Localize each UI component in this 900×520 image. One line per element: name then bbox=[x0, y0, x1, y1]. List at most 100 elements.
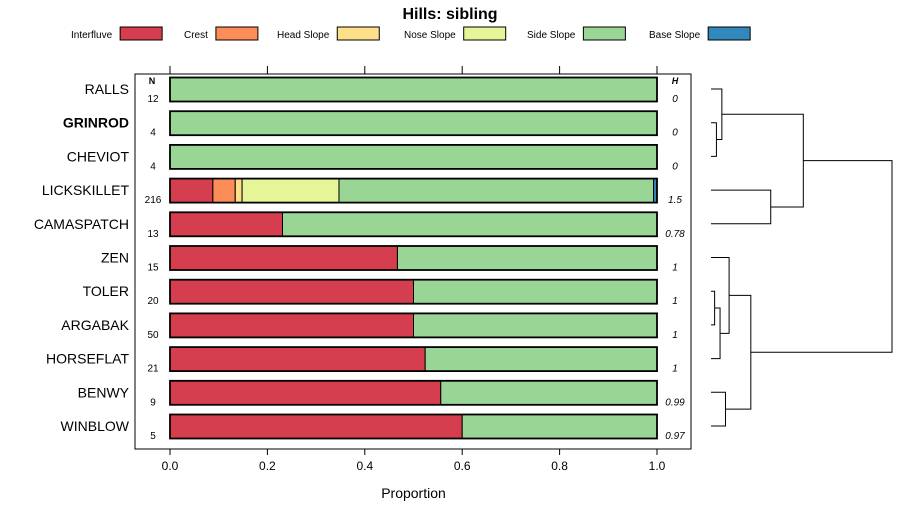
bars bbox=[169, 76, 658, 440]
n-value: 12 bbox=[147, 94, 159, 105]
bar-row bbox=[169, 278, 658, 305]
chart-title: Hills: sibling bbox=[402, 6, 497, 23]
bar-outline bbox=[169, 312, 658, 339]
bar-segment-side-slope bbox=[396, 245, 658, 271]
n-value: 50 bbox=[147, 330, 159, 341]
h-value: 0 bbox=[672, 128, 678, 139]
legend-swatch bbox=[119, 26, 163, 41]
x-axis: 0.0 0.2 0.4 0.6 0.8 1.0 bbox=[162, 66, 666, 473]
bar-row bbox=[169, 143, 658, 170]
legend-label: Head Slope bbox=[277, 30, 330, 41]
legend-swatch bbox=[215, 26, 259, 41]
n-value: 13 bbox=[147, 229, 159, 240]
legend-swatch bbox=[582, 26, 626, 41]
row-label: CHEVIOT bbox=[67, 148, 130, 164]
legend-label: Base Slope bbox=[649, 30, 701, 41]
legend-label: Crest bbox=[184, 30, 208, 41]
bar-segment-side-slope bbox=[169, 77, 658, 102]
h-column-header: H bbox=[672, 76, 679, 86]
bar-row bbox=[169, 245, 658, 271]
x-tick-label: 0.6 bbox=[454, 459, 471, 473]
legend-swatch bbox=[336, 26, 380, 41]
row-label: ZEN bbox=[101, 250, 129, 266]
bar-segment-side-slope bbox=[413, 312, 658, 338]
row-label: GRINROD bbox=[63, 115, 129, 131]
row-label: CAMASPATCH bbox=[34, 216, 129, 232]
row-label: RALLS bbox=[85, 81, 129, 97]
h-value: 0.97 bbox=[665, 431, 685, 442]
bar-segment-side-slope bbox=[281, 211, 658, 237]
bar-segment-nose-slope bbox=[241, 178, 340, 204]
h-value: 0.99 bbox=[665, 397, 685, 408]
legend-label: Interfluve bbox=[71, 30, 113, 41]
dendrogram-branch bbox=[711, 122, 717, 157]
panel-border bbox=[134, 73, 692, 450]
bar-row bbox=[169, 76, 658, 103]
h-value: 1 bbox=[672, 330, 678, 341]
row-label: TOLER bbox=[83, 283, 129, 299]
bar-segment-side-slope bbox=[413, 279, 658, 305]
bar-outline bbox=[169, 110, 658, 137]
row-label: WINBLOW bbox=[61, 418, 130, 434]
legend-swatch bbox=[463, 26, 507, 41]
row-label: LICKSKILLET bbox=[42, 182, 130, 198]
bar-row bbox=[169, 110, 658, 137]
bar-row bbox=[169, 312, 658, 339]
dendrogram-branch bbox=[711, 189, 772, 225]
x-tick-label: 0.0 bbox=[162, 459, 179, 473]
bar-segment-side-slope bbox=[169, 144, 658, 170]
x-tick-label: 0.4 bbox=[356, 459, 373, 473]
h-value: 0 bbox=[672, 161, 678, 172]
bar-segment-head-slope bbox=[234, 178, 243, 204]
bar-segment-interfluve bbox=[169, 245, 398, 271]
dendrogram-branch bbox=[711, 307, 721, 360]
n-value: 5 bbox=[150, 431, 156, 442]
bar-outline bbox=[169, 245, 658, 271]
row-label: BENWY bbox=[78, 384, 130, 400]
n-value: 15 bbox=[147, 263, 159, 274]
bar-row bbox=[169, 413, 658, 440]
x-axis-title: Proportion bbox=[381, 485, 446, 501]
h-value: 0.78 bbox=[665, 229, 685, 240]
bar-outline bbox=[169, 278, 658, 305]
n-column-header: N bbox=[149, 76, 156, 86]
bar-segment-interfluve bbox=[169, 279, 414, 305]
dendrogram bbox=[711, 88, 893, 427]
bar-segment-interfluve bbox=[169, 346, 426, 372]
bar-outline bbox=[169, 76, 658, 103]
dendrogram-branch bbox=[711, 290, 716, 326]
legend-label: Side Slope bbox=[527, 30, 576, 41]
x-tick-label: 0.2 bbox=[259, 459, 276, 473]
bar-segment-side-slope bbox=[461, 414, 658, 439]
bar-outline bbox=[169, 379, 658, 406]
row-label: HORSEFLAT bbox=[46, 351, 129, 367]
n-value: 216 bbox=[145, 195, 162, 206]
x-tick-label: 0.8 bbox=[551, 459, 568, 473]
n-value: 9 bbox=[150, 397, 156, 408]
bar-segment-interfluve bbox=[169, 178, 214, 204]
bar-row bbox=[169, 346, 658, 373]
bar-row bbox=[169, 177, 658, 204]
bar-segment-interfluve bbox=[169, 380, 442, 406]
bar-segment-side-slope bbox=[338, 178, 655, 204]
n-value: 20 bbox=[147, 296, 159, 307]
bar-row bbox=[169, 379, 658, 406]
dendrogram-branch bbox=[721, 113, 804, 208]
row-label: ARGABAK bbox=[61, 317, 129, 333]
x-tick-label: 1.0 bbox=[649, 459, 666, 473]
legend-label: Nose Slope bbox=[404, 30, 456, 41]
h-value: 0 bbox=[672, 94, 678, 105]
bar-segment-interfluve bbox=[169, 414, 463, 439]
bar-segment-side-slope bbox=[424, 346, 658, 372]
n-value: 21 bbox=[147, 364, 159, 375]
bar-segment-side-slope bbox=[169, 110, 658, 136]
bar-outline bbox=[169, 177, 658, 204]
n-value: 4 bbox=[150, 161, 156, 172]
h-value: 1 bbox=[672, 364, 678, 375]
legend: Interfluve Crest Head Slope Nose Slope Side … bbox=[71, 26, 751, 41]
bar-segment-interfluve bbox=[169, 211, 283, 237]
h-value: 1 bbox=[672, 263, 678, 274]
bar-outline bbox=[169, 413, 658, 440]
